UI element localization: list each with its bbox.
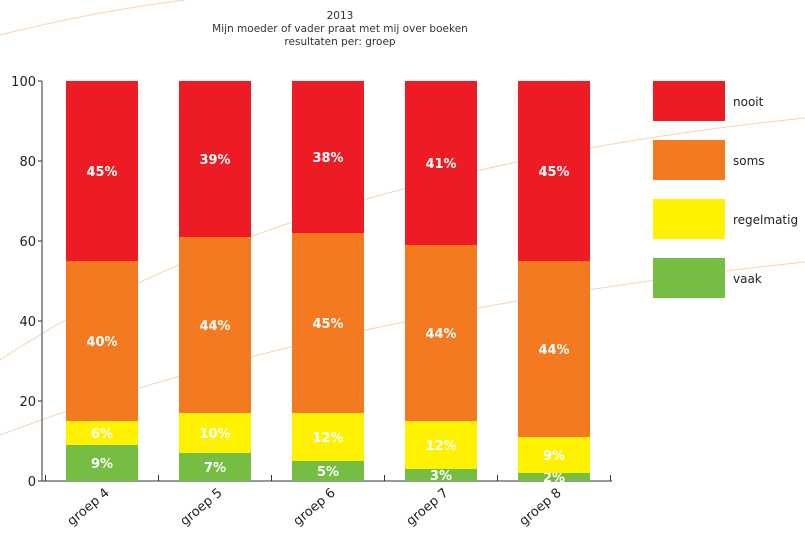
data-label: 12% — [312, 431, 343, 446]
data-label: 40% — [86, 335, 117, 350]
legend-swatch-soms — [653, 140, 725, 180]
legend: nooit soms regelmatig vaak — [653, 81, 798, 298]
data-label: 39% — [199, 153, 230, 168]
bar-segment-regelmatig-4 — [518, 437, 590, 473]
data-label: 5% — [317, 465, 339, 480]
data-label: 45% — [86, 165, 117, 180]
data-label: 45% — [312, 317, 343, 332]
x-tick-label: groep 4 — [65, 486, 113, 530]
data-label: 9% — [543, 449, 565, 464]
x-tick-label: groep 6 — [291, 486, 339, 530]
bar-segment-vaak-1 — [179, 453, 251, 481]
y-tick-label: 20 — [19, 395, 36, 410]
chart-title: 2013 — [326, 10, 354, 22]
bar-segment-regelmatig-2 — [292, 413, 364, 461]
bar-segment-soms-0 — [66, 261, 138, 421]
y-tick-label: 60 — [19, 235, 36, 250]
y-tick-label: 0 — [28, 475, 36, 490]
legend-label: regelmatig — [733, 213, 798, 227]
y-tick-label: 80 — [19, 155, 36, 170]
legend-label: nooit — [733, 95, 764, 109]
y-tick-label: 100 — [11, 75, 36, 90]
bar-segment-regelmatig-1 — [179, 413, 251, 453]
x-tick-label: groep 8 — [517, 486, 565, 530]
bar-segment-regelmatig-0 — [66, 421, 138, 445]
data-label: 44% — [538, 343, 569, 358]
y-tick-label: 40 — [19, 315, 36, 330]
legend-swatch-nooit — [653, 81, 725, 121]
chart-title-block: 2013 Mijn moeder of vader praat met mij … — [130, 10, 550, 49]
bar-segment-vaak-4 — [518, 473, 590, 481]
data-label: 44% — [425, 327, 456, 342]
bar-segment-regelmatig-3 — [405, 421, 477, 469]
bar-segment-nooit-4 — [518, 81, 590, 261]
x-tick-label: groep 7 — [404, 486, 452, 530]
data-label: 2% — [543, 471, 565, 486]
legend-swatch-vaak — [653, 258, 725, 298]
data-label: 10% — [199, 427, 230, 442]
data-label: 38% — [312, 151, 343, 166]
bar-segment-nooit-2 — [292, 81, 364, 233]
data-label: 45% — [538, 165, 569, 180]
bar-segment-soms-2 — [292, 233, 364, 413]
legend-label: soms — [733, 154, 765, 168]
legend-swatch-regelmatig — [653, 199, 725, 239]
bar-segment-soms-3 — [405, 245, 477, 421]
bar-segment-nooit-0 — [66, 81, 138, 261]
data-label: 9% — [91, 457, 113, 472]
bar-segment-nooit-1 — [179, 81, 251, 237]
chart-subtitle: Mijn moeder of vader praat met mij over … — [212, 23, 468, 35]
data-label: 12% — [425, 439, 456, 454]
chart-subtitle-2: resultaten per: groep — [284, 36, 396, 48]
axes: 0 20 40 60 80 100 — [11, 75, 612, 490]
decorative-curve-1 — [0, 0, 186, 36]
bar-segment-soms-4 — [518, 261, 590, 437]
bar-segment-vaak-2 — [292, 461, 364, 481]
data-label: 3% — [430, 469, 452, 484]
x-tick-label: groep 5 — [178, 486, 226, 530]
bar-segment-nooit-3 — [405, 81, 477, 245]
bar-segment-vaak-0 — [66, 445, 138, 481]
data-label: 44% — [199, 319, 230, 334]
legend-label: vaak — [733, 272, 762, 286]
data-label: 6% — [91, 427, 113, 442]
bars: 9% 6% 40% 45% 7% 10% 44% 39% 5% 12% 45% 38% 3% 12% 44%… — [66, 81, 590, 486]
bar-segment-soms-1 — [179, 237, 251, 413]
data-label: 7% — [204, 461, 226, 476]
data-label: 41% — [425, 157, 456, 172]
bar-segment-vaak-3 — [405, 469, 477, 481]
x-tick-labels: groep 4 groep 5 groep 6 groep 7 groep 8 — [65, 486, 565, 530]
